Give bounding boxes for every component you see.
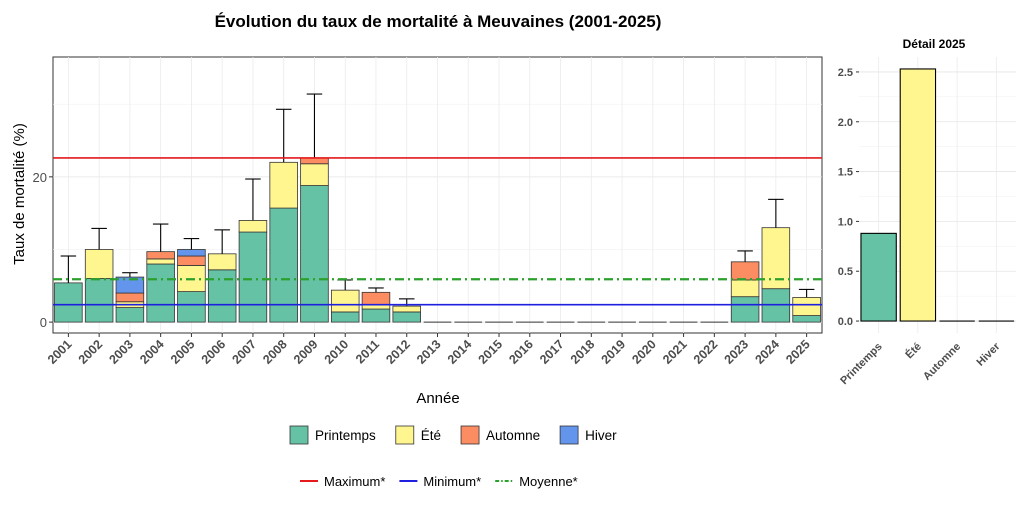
x-tick-label: 2011: [353, 337, 382, 366]
bar-segment-automne: [146, 251, 175, 260]
legend-label: Automne: [486, 428, 540, 443]
x-tick-label: 2017: [537, 337, 567, 367]
x-tick-label: 2004: [137, 337, 167, 367]
bar-segment-printemps: [330, 311, 360, 323]
x-tick-label: 2002: [76, 337, 106, 367]
detail-y-tick-label: 2.5: [838, 67, 853, 79]
detail-x-tick-label: Été: [903, 340, 924, 361]
x-tick-label: 2021: [660, 337, 690, 367]
legend-label: Hiver: [585, 428, 617, 443]
legend-fill: Printemps Été Automne Hiver: [289, 425, 617, 445]
bar-segment-automne: [300, 157, 329, 165]
detail-x-tick-label: Hiver: [975, 340, 1003, 368]
bar-segment-printemps: [54, 282, 83, 323]
x-tick-label: 2014: [445, 337, 475, 367]
detail-bar-0: [860, 232, 897, 322]
bar-segment-hiver: [177, 249, 206, 257]
bar-segment-été: [207, 253, 237, 271]
x-tick-label: 2013: [414, 337, 444, 367]
bar-segment-été: [269, 161, 298, 209]
bar-segment-automne: [115, 292, 145, 303]
x-tick-label: 2003: [106, 337, 136, 367]
bar-segment-automne: [177, 255, 206, 266]
x-tick-label: 2005: [168, 337, 198, 367]
bar-segment-été: [300, 163, 329, 186]
x-tick-label: 2022: [691, 337, 721, 367]
legend-label: Été: [421, 428, 441, 443]
detail-y-tick-label: 1.5: [838, 167, 853, 179]
legend-swatch-automne: [460, 425, 480, 445]
detail-x-tick-label: Printemps: [838, 341, 885, 388]
x-tick-label: 2019: [599, 337, 629, 367]
bar-segment-printemps: [392, 311, 421, 323]
main-y-axis-label: Taux de mortalité (%): [11, 123, 28, 265]
bar-segment-printemps: [792, 315, 821, 323]
main-title: Évolution du taux de mortalité à Meuvain…: [215, 12, 662, 31]
bar-segment-automne: [730, 261, 760, 281]
y-tick-label: 20: [33, 170, 47, 185]
x-tick-label: 2025: [783, 337, 813, 367]
bar-segment-été: [330, 289, 360, 313]
bar-segment-printemps: [146, 263, 175, 323]
x-tick-label: 2009: [291, 337, 321, 367]
y-tick-label: 0: [40, 315, 47, 330]
detail-title: Détail 2025: [903, 37, 966, 51]
legend-swatch-été: [395, 425, 415, 445]
bar-segment-printemps: [730, 296, 760, 323]
bar-segment-printemps: [115, 307, 145, 323]
main-x-axis-label: Année: [416, 390, 459, 407]
x-tick-label: 2018: [568, 337, 598, 367]
detail-x-tick-label: Automne: [921, 341, 963, 383]
legend-label: Minimum*: [423, 474, 481, 489]
x-tick-label: 2001: [45, 337, 75, 367]
x-tick-label: 2008: [260, 337, 290, 367]
detail-bar-1: [899, 68, 937, 322]
legend-label: Printemps: [315, 428, 376, 443]
bar-segment-printemps: [238, 231, 268, 323]
bar-segment-printemps: [177, 291, 206, 323]
x-tick-label: 2015: [476, 337, 506, 367]
x-tick-label: 2023: [722, 337, 752, 367]
detail-y-tick-label: 0.0: [838, 316, 853, 328]
bar-segment-été: [146, 258, 175, 265]
x-tick-label: 2007: [229, 337, 259, 367]
legend-swatch-hiver: [559, 425, 579, 445]
detail-y-tick-label: 2.0: [838, 117, 853, 129]
legend-swatch-printemps: [289, 425, 309, 445]
bar-segment-été: [792, 297, 821, 316]
x-tick-label: 2010: [322, 337, 352, 367]
x-tick-label: 2016: [506, 337, 536, 367]
x-tick-label: 2006: [199, 337, 229, 367]
bar-segment-printemps: [361, 308, 391, 323]
bar-segment-été: [730, 279, 760, 298]
detail-y-tick-label: 0.5: [838, 266, 853, 278]
bar-segment-été: [84, 249, 114, 279]
bar-segment-été: [392, 305, 421, 313]
bar-segment-printemps: [84, 278, 114, 323]
legend-label: Maximum*: [324, 474, 385, 489]
legend-label: Moyenne*: [519, 474, 578, 489]
bar-segment-printemps: [207, 269, 237, 323]
legend-lines: Maximum* Minimum* Moyenne*: [300, 474, 578, 489]
x-tick-label: 2020: [629, 337, 659, 367]
bar-segment-automne: [361, 291, 391, 306]
bar-segment-printemps: [300, 185, 329, 323]
x-tick-label: 2024: [752, 337, 782, 367]
bar-segment-été: [238, 220, 268, 233]
detail-y-tick-label: 1.0: [838, 216, 853, 228]
x-tick-label: 2012: [383, 337, 413, 367]
